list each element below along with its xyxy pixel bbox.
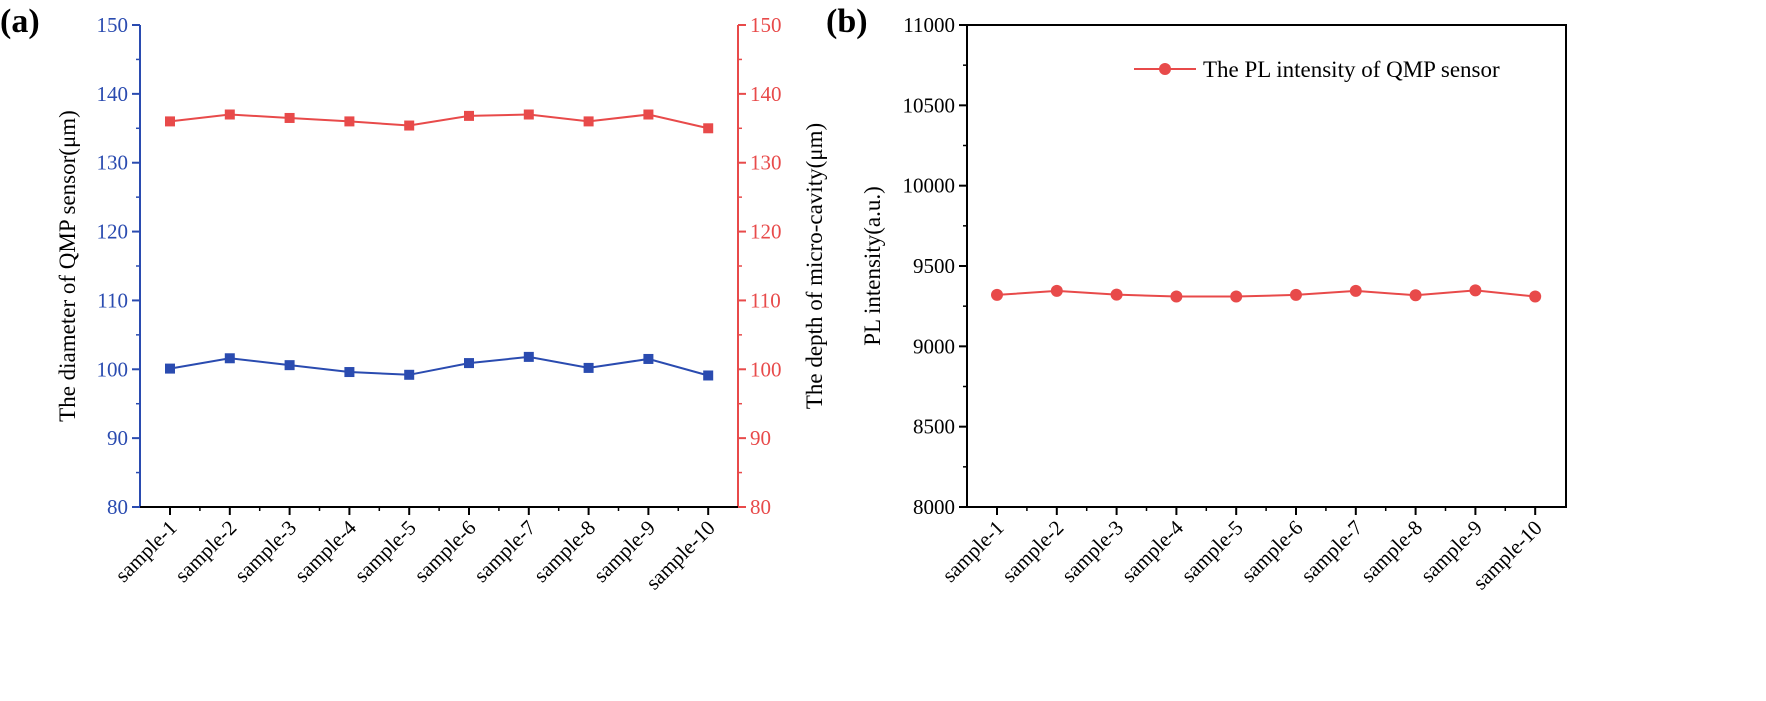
series-diameter-point <box>344 367 355 378</box>
right-y-tick-label: 130 <box>750 151 782 175</box>
right-y-tick-label: 120 <box>750 220 782 244</box>
left-y-tick-label: 150 <box>97 13 129 37</box>
series-diameter-point <box>583 362 594 373</box>
x-tick-label: sample-8 <box>1356 516 1427 587</box>
left-y-axis-title: The diameter of QMP sensor(μm) <box>55 110 80 422</box>
x-tick-label: sample-7 <box>469 516 540 587</box>
series-depth-point <box>583 116 594 127</box>
x-tick-label: sample-4 <box>290 515 362 587</box>
series-depth-point <box>284 112 295 123</box>
left-y-tick-label: 90 <box>107 426 128 450</box>
y-tick-label: 9000 <box>913 334 955 358</box>
x-tick-label: sample-5 <box>1176 516 1247 587</box>
series-diameter-point <box>464 358 474 369</box>
legend-label: The PL intensity of QMP sensor <box>1203 57 1500 82</box>
series-pl-point <box>1230 290 1243 303</box>
chart-b: 8000850090009500100001050011000sample-1s… <box>860 13 1567 594</box>
x-tick-label: sample-8 <box>529 516 600 587</box>
series-pl-point <box>1409 289 1422 302</box>
y-tick-label: 11000 <box>903 13 955 37</box>
x-tick-label: sample-1 <box>110 516 181 587</box>
series-pl-point <box>1110 288 1123 301</box>
series-depth-point <box>224 109 235 120</box>
series-diameter-point <box>165 363 175 374</box>
series-depth-point <box>165 116 175 127</box>
legend-marker <box>1159 63 1171 75</box>
right-y-axis-title: The depth of micro-cavity(μm) <box>802 123 827 409</box>
series-depth-line <box>169 113 709 130</box>
series-pl-point <box>1469 284 1482 297</box>
x-tick-label: sample-5 <box>349 516 420 587</box>
x-tick-label: sample-2 <box>170 516 241 587</box>
series-diameter-point <box>224 353 235 364</box>
panel-a-label: (a) <box>0 3 40 40</box>
series-pl-point <box>1349 284 1362 297</box>
right-y-tick-label: 100 <box>750 357 782 381</box>
x-tick-label: sample-7 <box>1296 516 1367 587</box>
x-tick-label: sample-6 <box>409 516 480 587</box>
x-tick-label: sample-1 <box>937 516 1008 587</box>
series-diameter-line <box>169 355 709 377</box>
left-y-tick-label: 140 <box>97 82 129 106</box>
right-y-tick-label: 90 <box>750 426 771 450</box>
y-tick-label: 10500 <box>903 93 956 117</box>
x-tick-label: sample-3 <box>230 516 301 587</box>
series-pl-line <box>996 289 1536 298</box>
series-pl-point <box>1290 288 1302 301</box>
x-tick-label: sample-2 <box>997 516 1068 587</box>
y-axis-title: PL intensity(a.u.) <box>860 186 885 345</box>
right-y-tick-label: 80 <box>750 495 771 519</box>
panel-b-label: (b) <box>826 3 868 40</box>
series-depth-point <box>464 110 474 121</box>
series-pl-point <box>1170 290 1183 303</box>
x-tick-label: sample-6 <box>1236 516 1307 587</box>
x-tick-label: sample-4 <box>1117 515 1189 587</box>
series-pl-point <box>1050 284 1063 297</box>
right-y-tick-label: 150 <box>750 13 782 37</box>
right-y-tick-label: 140 <box>750 82 782 106</box>
series-diameter-point <box>523 351 534 362</box>
legend: The PL intensity of QMP sensor <box>1134 57 1500 82</box>
series-diameter-point <box>284 360 295 371</box>
plot-frame <box>966 24 1567 508</box>
left-y-tick-label: 130 <box>97 151 129 175</box>
right-y-tick-label: 110 <box>750 288 781 312</box>
y-tick-label: 9500 <box>913 254 955 278</box>
y-tick-label: 8000 <box>913 495 955 519</box>
series-depth-point <box>344 116 355 127</box>
series-depth-point <box>643 109 654 120</box>
y-tick-label: 8500 <box>913 415 955 439</box>
series-depth-point <box>404 120 415 131</box>
y-tick-label: 10000 <box>903 174 956 198</box>
left-y-tick-label: 110 <box>97 288 128 312</box>
series-diameter-point <box>643 353 654 364</box>
left-y-tick-label: 100 <box>97 357 129 381</box>
chart-a: 80 80 90 90 100 100 110 110 120 120 130 130 140 140 15… <box>55 13 827 594</box>
series-diameter-point <box>703 370 714 381</box>
x-tick-label: sample-3 <box>1057 516 1128 587</box>
left-y-tick-label: 80 <box>107 495 128 519</box>
series-depth-point <box>523 109 534 120</box>
series-pl-point <box>1529 290 1542 303</box>
series-pl-point <box>991 288 1003 301</box>
series-diameter-point <box>404 369 415 380</box>
left-y-tick-label: 120 <box>97 220 129 244</box>
series-depth-point <box>703 123 714 134</box>
